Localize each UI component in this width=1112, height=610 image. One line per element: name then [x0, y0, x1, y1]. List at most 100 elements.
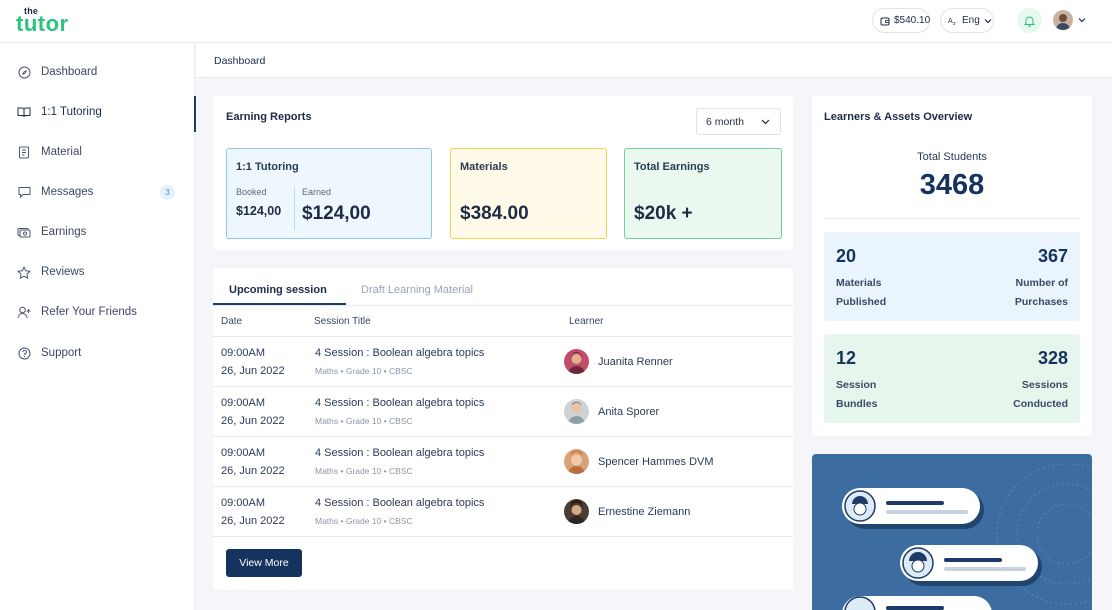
view-more-button[interactable]: View More — [226, 549, 302, 577]
materials-overview-box: 20 367 Materials Published Number of Pur… — [824, 232, 1080, 321]
learner-avatar — [564, 399, 589, 424]
table-header-divider — [213, 336, 793, 337]
session-meta: Maths • Grade 10 • CBSC — [315, 366, 413, 376]
materials-published-label: Materials Published — [836, 274, 886, 312]
sidebar-item-refer-friends[interactable]: Refer Your Friends — [0, 296, 195, 328]
stat-divider — [294, 187, 295, 230]
session-title: 4 Session : Boolean algebra topics — [315, 497, 485, 509]
language-label: Eng — [962, 15, 980, 26]
user-avatar — [1053, 10, 1073, 30]
table-row[interactable]: 09:00AM 26, Jun 2022 4 Session : Boolean… — [213, 337, 793, 387]
earned-label: Earned — [302, 187, 332, 197]
session-bundles-label-line2: Bundles — [836, 398, 878, 410]
session-date: 26, Jun 2022 — [221, 515, 285, 527]
session-bundles-label-line1: Session — [836, 379, 877, 391]
purchases-value: 367 — [1037, 246, 1068, 266]
overview-divider — [824, 218, 1080, 219]
profile-menu[interactable] — [1053, 9, 1086, 31]
session-date: 26, Jun 2022 — [221, 415, 285, 427]
purchases-label-line2: Purchases — [1014, 296, 1068, 308]
total-stat-value: $20k + — [634, 203, 693, 224]
booked-label: Booked — [236, 187, 267, 197]
booked-value: $124,00 — [236, 204, 282, 218]
session-date: 26, Jun 2022 — [221, 365, 285, 377]
total-students-label: Total Students — [917, 151, 987, 163]
active-tab-indicator — [213, 303, 346, 305]
purchases-label-line1: Number of — [1015, 277, 1069, 289]
column-header-learner: Learner — [569, 316, 604, 327]
total-earnings-stat: Total Earnings $20k + — [624, 148, 782, 239]
bell-icon — [1024, 16, 1035, 27]
help-circle-icon — [17, 346, 31, 360]
sidebar-item-label: Dashboard — [41, 66, 98, 78]
notifications-button[interactable] — [1017, 8, 1042, 33]
sidebar-item-label: Material — [41, 146, 82, 158]
purchases-label: Number of Purchases — [1015, 274, 1068, 312]
book-open-icon — [17, 105, 31, 119]
column-header-session-title: Session Title — [314, 316, 371, 327]
sidebar-item-support[interactable]: Support — [0, 337, 195, 369]
messages-count-badge: 3 — [160, 185, 175, 200]
materials-published-label-line2: Published — [836, 296, 887, 308]
column-header-date: Date — [221, 316, 243, 327]
promo-illustration — [812, 454, 1092, 610]
sidebar-item-dashboard[interactable]: Dashboard — [0, 56, 195, 88]
total-students-value: 3468 — [919, 169, 985, 201]
compass-icon — [17, 65, 31, 79]
learners-assets-overview-card: Learners & Assets Overview Total Student… — [812, 96, 1092, 436]
learner-name: Juanita Renner — [598, 356, 673, 368]
wallet-icon — [880, 17, 890, 25]
table-row[interactable]: 09:00AM 26, Jun 2022 4 Session : Boolean… — [213, 387, 793, 437]
svg-text:z: z — [953, 21, 956, 26]
chat-icon — [17, 185, 31, 199]
chat-bubbles-illustration — [842, 463, 1092, 610]
period-select[interactable]: 6 month — [696, 108, 781, 135]
sidebar-item-reviews[interactable]: Reviews — [0, 256, 195, 288]
materials-published-label-line1: Materials — [836, 277, 882, 289]
learner-avatar — [564, 349, 589, 374]
session-meta: Maths • Grade 10 • CBSC — [315, 516, 413, 526]
session-time: 09:00AM — [221, 397, 266, 409]
session-title: 4 Session : Boolean algebra topics — [315, 447, 485, 459]
sidebar: Dashboard 1:1 Tutoring Material Messages… — [0, 43, 196, 610]
brand-logo[interactable]: the tutor — [16, 6, 78, 36]
sessions-conducted-label-line2: Conducted — [1013, 398, 1068, 410]
tab-upcoming-session[interactable]: Upcoming session — [229, 284, 327, 296]
breadcrumb-bar: Dashboard — [196, 43, 1112, 78]
document-icon — [17, 145, 31, 159]
sidebar-item-tutoring[interactable]: 1:1 Tutoring — [0, 96, 196, 132]
materials-published-value: 20 — [836, 246, 857, 266]
sidebar-item-material[interactable]: Material — [0, 136, 195, 168]
earning-reports-title: Earning Reports — [226, 111, 312, 123]
session-time: 09:00AM — [221, 447, 266, 459]
table-row[interactable]: 09:00AM 26, Jun 2022 4 Session : Boolean… — [213, 487, 793, 537]
session-time: 09:00AM — [221, 497, 266, 509]
chevron-down-icon — [761, 119, 770, 125]
sessions-conducted-label-line1: Sessions — [1021, 379, 1068, 391]
table-row[interactable]: 09:00AM 26, Jun 2022 4 Session : Boolean… — [213, 437, 793, 487]
sidebar-item-messages[interactable]: Messages 3 — [0, 176, 195, 208]
total-stat-label: Total Earnings — [634, 161, 710, 173]
overview-title: Learners & Assets Overview — [824, 111, 973, 123]
star-icon — [17, 265, 31, 279]
breadcrumb: Dashboard — [214, 55, 266, 67]
earned-value: $124,00 — [302, 203, 371, 224]
learner-avatar — [564, 499, 589, 524]
sidebar-item-label: Messages — [41, 186, 94, 198]
sessions-conducted-value: 328 — [1037, 348, 1068, 368]
session-meta: Maths • Grade 10 • CBSC — [315, 416, 413, 426]
sidebar-item-label: Refer Your Friends — [41, 306, 137, 318]
learner-name: Spencer Hammes DVM — [598, 456, 714, 468]
user-plus-icon — [17, 305, 31, 319]
sidebar-item-earnings[interactable]: Earnings — [0, 216, 195, 248]
session-time: 09:00AM — [221, 347, 266, 359]
session-meta: Maths • Grade 10 • CBSC — [315, 466, 413, 476]
wallet-balance-button[interactable]: $540.10 — [872, 8, 930, 33]
tab-draft-learning-material[interactable]: Draft Learning Material — [361, 284, 473, 296]
session-bundles-label: Session Bundles — [836, 376, 877, 414]
session-title: 4 Session : Boolean algebra topics — [315, 347, 485, 359]
svg-text:A: A — [948, 17, 953, 25]
